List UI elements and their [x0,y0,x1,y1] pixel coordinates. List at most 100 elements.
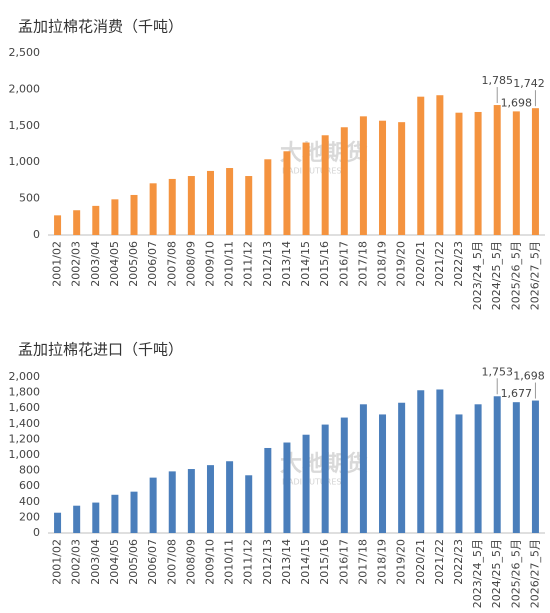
bar [321,135,329,235]
bar [168,471,176,533]
value-label: 1,742 [513,77,545,90]
y-tick-label: 200 [19,510,40,523]
x-tick-label: 2015/16 [318,241,331,287]
x-tick-label: 2001/02 [51,539,64,585]
x-tick-label: 2022/23 [452,539,465,585]
x-tick-label: 2011/12 [242,539,255,585]
x-tick-label: 2016/17 [337,241,350,287]
bar [206,465,214,533]
x-tick-label: 2004/05 [108,241,121,287]
x-tick-label: 2002/03 [70,241,83,287]
x-tick-label: 2012/13 [261,241,274,287]
y-tick-label: 0 [33,526,40,539]
bar [455,112,463,235]
x-tick-label: 2010/11 [223,539,236,585]
x-tick-label: 2020/21 [414,241,427,287]
bar [92,205,100,235]
x-tick-label: 2004/05 [108,539,121,585]
x-tick-label: 2019/20 [395,539,408,585]
x-tick-label: 2014/15 [299,539,312,585]
bar [54,512,62,533]
bar [264,159,272,235]
x-tick-label: 2015/16 [318,539,331,585]
bar [264,447,272,533]
x-tick-label: 2005/06 [127,539,140,585]
y-tick-label: 600 [19,479,40,492]
x-tick-label: 2011/12 [242,241,255,287]
chart-title: 孟加拉棉花消费（千吨） [18,18,183,36]
y-tick-label: 500 [19,192,40,205]
x-tick-label: 2005/06 [127,241,140,287]
bar [417,96,425,236]
x-tick-label: 2016/17 [337,539,350,585]
bar [398,122,406,235]
bar [340,127,348,235]
y-tick-label: 0 [33,228,40,241]
bar [474,404,482,533]
x-tick-label: 2021/22 [433,241,446,287]
x-tick-label: 2019/20 [395,241,408,287]
x-tick-label: 2023/24_5月 [471,241,484,310]
y-tick-label: 400 [19,495,40,508]
bar [226,461,234,533]
bar [436,95,444,235]
bar [455,414,463,533]
bar [531,108,539,235]
bar [187,176,195,235]
bar [531,400,539,533]
x-tick-label: 2014/15 [299,241,312,287]
y-tick-label: 1,200 [9,432,41,445]
watermark-sub: DADI FUTURES [282,167,341,176]
x-tick-label: 2009/10 [203,241,216,287]
bar [54,215,62,235]
y-tick-label: 2,000 [9,370,41,383]
bar [245,176,253,235]
bar [149,183,157,235]
bar [245,475,253,533]
x-tick-label: 2006/07 [146,241,159,287]
x-tick-label: 2020/21 [414,539,427,585]
bar [340,417,348,533]
x-tick-label: 2013/14 [280,241,293,287]
x-tick-label: 2009/10 [203,539,216,585]
x-tick-label: 2024/25_5月 [490,241,503,310]
value-label: 1,753 [481,365,513,378]
bar [73,505,81,533]
bar [379,414,387,533]
x-tick-label: 2026/27_5月 [528,241,541,310]
x-tick-label: 2025/26_5月 [509,241,522,310]
bar [398,402,406,533]
x-tick-label: 2017/18 [356,241,369,287]
chart-title: 孟加拉棉花进口（千吨） [18,341,183,359]
value-label: 1,785 [481,74,513,87]
bar [379,120,387,235]
bar [73,210,81,235]
x-tick-label: 2026/27_5月 [528,539,541,608]
value-label: 1,698 [501,96,533,109]
x-tick-label: 2003/04 [89,539,102,585]
y-tick-label: 1,000 [9,155,41,168]
bar [226,168,234,235]
x-tick-label: 2007/08 [165,241,178,287]
bar [512,111,520,235]
x-tick-label: 2018/19 [376,539,389,585]
x-tick-label: 2023/24_5月 [471,539,484,608]
x-tick-label: 2024/25_5月 [490,539,503,608]
bar [321,424,329,533]
bar [111,494,119,533]
bar [283,442,291,533]
bar [92,502,100,533]
x-tick-label: 2008/09 [184,241,197,287]
y-tick-label: 1,000 [9,448,41,461]
bar [359,404,367,533]
y-tick-label: 800 [19,464,40,477]
bar [493,396,501,533]
value-label: 1,677 [501,387,533,400]
bar [130,491,138,533]
y-tick-label: 2,500 [9,46,41,59]
bar [168,178,176,235]
bar [493,105,501,235]
y-tick-label: 1,500 [9,119,41,132]
y-tick-label: 1,800 [9,386,41,399]
x-tick-label: 2012/13 [261,539,274,585]
